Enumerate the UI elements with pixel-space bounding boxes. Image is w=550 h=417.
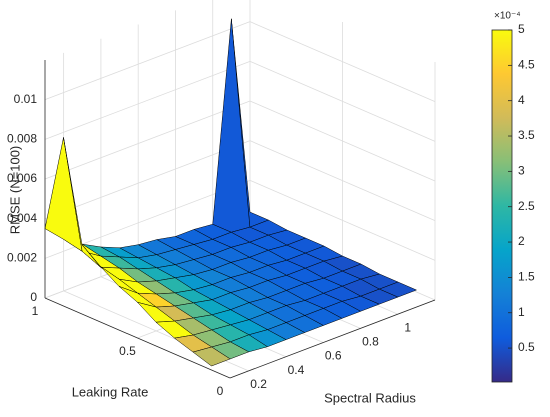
colorbar-tick-label: 3 [518, 164, 525, 178]
y-axis-label: Leaking Rate [72, 384, 149, 399]
z-tick-label: 0.002 [7, 251, 37, 265]
grid-line [44, 100, 251, 180]
x-tick-label: 1 [404, 320, 411, 334]
surface-face [44, 137, 83, 252]
colorbar-multiplier: ×10⁻⁴ [494, 11, 521, 22]
colorbar-tick-label: 3.5 [518, 128, 535, 142]
colorbar-tick-label: 2 [518, 234, 525, 248]
colorbar-tick-label: 0.5 [518, 340, 535, 354]
z-tick-label: 0.01 [14, 92, 38, 106]
y-tick-label: 1 [32, 304, 39, 318]
surface-face [212, 18, 251, 233]
z-axis-label: RMSE (N=100) [7, 146, 22, 235]
y-tick-label: 0.5 [119, 344, 136, 358]
z-tick-label: 0.008 [7, 132, 37, 146]
x-tick-label: 0.4 [288, 363, 305, 377]
grid-line [44, 140, 251, 220]
axis-line [44, 297, 231, 379]
grid-line [44, 60, 251, 140]
colorbar-tick-label: 5 [518, 22, 525, 36]
colorbar [491, 29, 513, 383]
x-axis-label: Spectral Radius [324, 390, 416, 405]
z-tick-label: 0.006 [7, 171, 37, 185]
y-tick-label: 0 [217, 384, 224, 398]
z-tick-label: 0 [30, 290, 37, 304]
colorbar-tick-label: 2.5 [518, 199, 535, 213]
colorbar-tick-label: 4.5 [518, 58, 535, 72]
x-tick-label: 0.8 [362, 335, 379, 349]
colorbar-tick-label: 1 [518, 305, 525, 319]
grid-line [44, 21, 251, 101]
x-tick-label: 0.2 [250, 377, 267, 391]
z-tick-label: 0.004 [7, 211, 37, 225]
axis-line [229, 299, 436, 379]
colorbar-tick-label: 1.5 [518, 270, 535, 284]
colorbar-tick-label: 4 [518, 93, 525, 107]
x-tick-label: 0.6 [325, 349, 342, 363]
surface-face [192, 346, 231, 367]
